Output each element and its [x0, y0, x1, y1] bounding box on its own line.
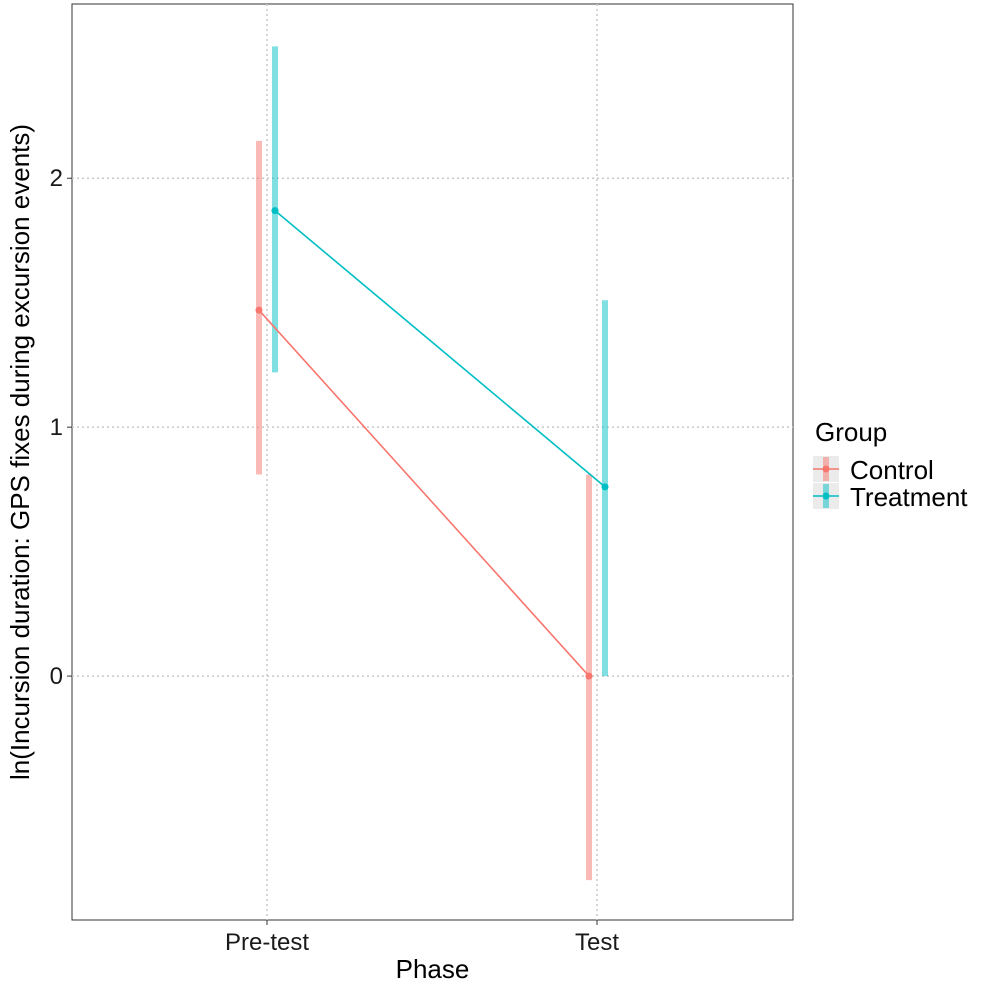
plot-panel: [71, 3, 794, 921]
series-line-control: [258, 309, 590, 677]
y-tick-label: 1: [50, 414, 63, 441]
x-tick-label: Pre-test: [225, 929, 309, 956]
series-line-treatment: [274, 209, 606, 488]
data-point-control: [255, 306, 263, 314]
x-axis-title: Phase: [396, 954, 470, 984]
y-tick-label: 0: [50, 663, 63, 690]
legend-label-control: Control: [850, 455, 934, 485]
data-point-treatment: [601, 483, 609, 491]
y-axis-title: ln(Incursion duration: GPS fixes during …: [5, 124, 35, 780]
legend-label-treatment: Treatment: [850, 482, 968, 512]
legend-title: Group: [815, 417, 887, 447]
series-points: [255, 207, 609, 680]
data-point-control: [585, 672, 593, 680]
grid-lines: [72, 4, 793, 920]
x-axis-ticks: Pre-test Test: [225, 920, 619, 956]
x-tick-label: Test: [575, 929, 619, 956]
legend-point-treatment: [822, 492, 830, 500]
data-point-treatment: [271, 207, 279, 215]
y-tick-label: 2: [50, 165, 63, 192]
y-axis-ticks: 0 1 2: [50, 165, 72, 690]
legend-point-control: [822, 465, 830, 473]
series-lines: [258, 209, 606, 677]
